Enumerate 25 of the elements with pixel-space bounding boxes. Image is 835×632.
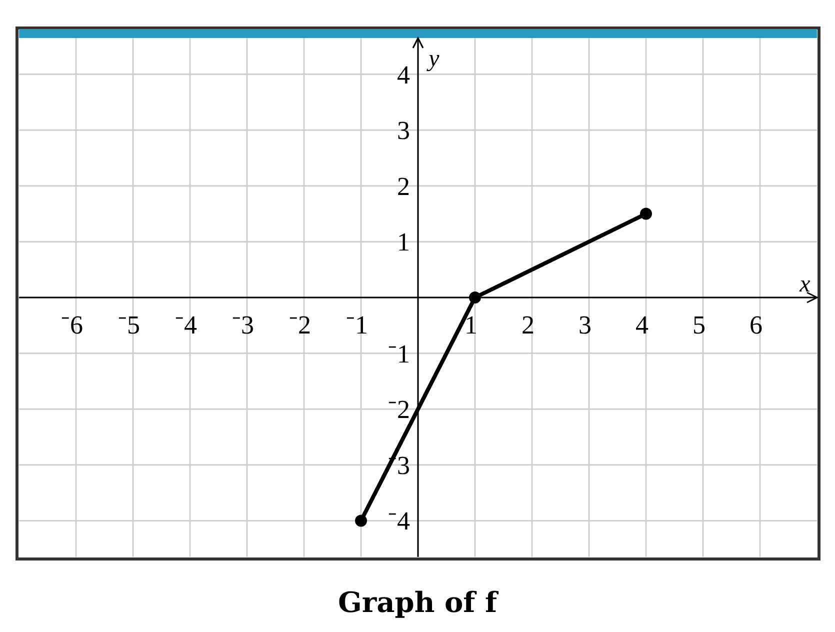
x-axis-title: x xyxy=(798,272,811,298)
y-tick-label: 4 xyxy=(397,60,410,90)
point xyxy=(640,208,652,220)
x-tick-label: 2 xyxy=(522,310,534,340)
x-tick-label: ⁻6 xyxy=(61,310,83,340)
x-tick-label: 6 xyxy=(750,310,762,340)
y-tick-label: 1 xyxy=(397,228,410,257)
x-tick-label: ⁻1 xyxy=(346,310,368,340)
x-tick-label: ⁻4 xyxy=(175,310,197,340)
x-tick-label: ⁻5 xyxy=(118,310,140,340)
y-tick-label: ⁻4 xyxy=(388,506,410,536)
x-tick-label: 4 xyxy=(636,310,648,340)
text: Graph of f xyxy=(336,586,500,619)
point xyxy=(469,292,481,304)
y-tick-label: 3 xyxy=(397,116,410,146)
y-tick-label: ⁻2 xyxy=(388,395,410,424)
x-tick-label: ⁻3 xyxy=(232,310,254,340)
x-tick-label: ⁻2 xyxy=(289,310,311,340)
y-tick-label: 2 xyxy=(397,172,410,201)
y-tick-label: ⁻1 xyxy=(388,339,410,368)
y-axis-title: y xyxy=(426,46,440,72)
x-tick-label: 1 xyxy=(464,310,478,340)
point xyxy=(355,514,367,527)
x-tick-label: 3 xyxy=(578,310,592,340)
x-tick-label: 5 xyxy=(692,310,706,340)
